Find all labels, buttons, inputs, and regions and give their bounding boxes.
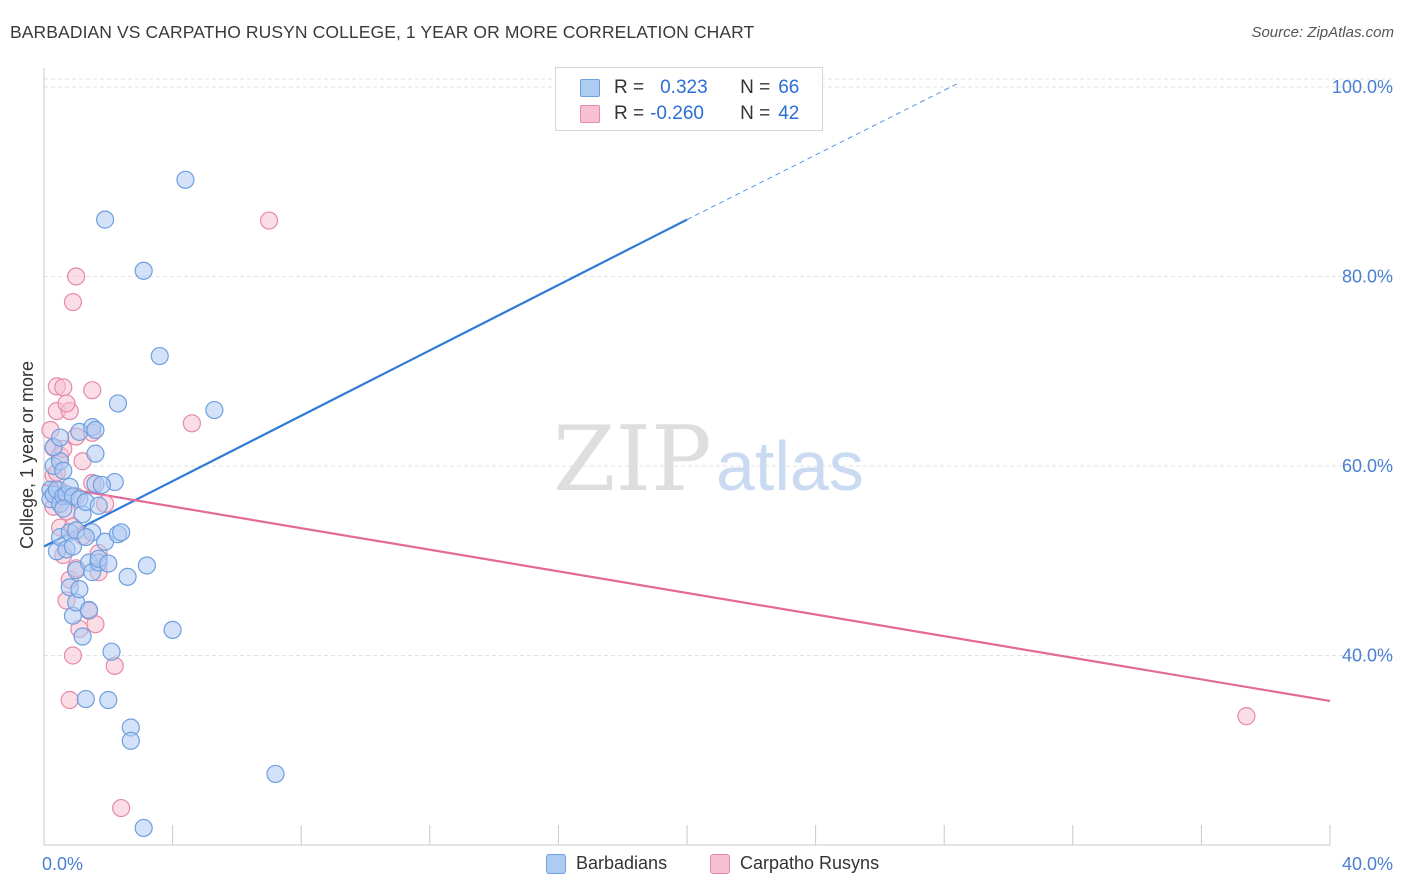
barbadians-points (41, 75, 648, 838)
carpatho-rusyns-point (63, 646, 83, 665)
legend-n-label: N = (740, 103, 771, 124)
legend-swatch-pink (580, 105, 600, 123)
axes (43, 68, 1331, 846)
barbadians-point (121, 731, 140, 750)
legend-row-barbadians: R = 0.323 N = 66 (580, 76, 799, 100)
legend-r-label: R = (614, 77, 645, 98)
barbadians-point (86, 420, 105, 440)
barbadians-point (79, 600, 99, 620)
carpatho-rusyns-point (112, 798, 131, 818)
legend-swatch-blue (580, 79, 600, 97)
carpatho-rusyns-point (54, 378, 73, 397)
watermark: ZIP atlas (553, 407, 864, 512)
chart-source: Source: ZipAtlas.com (1251, 24, 1394, 41)
barbadians-point (176, 170, 195, 189)
bottom-legend-swatch-pink (710, 853, 730, 874)
chart-title: BARBADIAN VS CARPATHO RUSYN COLLEGE, 1 Y… (10, 22, 755, 42)
barbadians-point (76, 689, 95, 709)
carpatho-rusyns-point (57, 394, 76, 413)
legend-n-value: 42 (778, 103, 800, 124)
bottom-legend-barbadians: Barbadians (546, 853, 667, 874)
barbadians-point (99, 690, 118, 710)
carpatho-rusyns-trend-line (43, 483, 1331, 703)
barbadians-point (102, 642, 121, 661)
bottom-legend-carpatho-rusyns: Carpatho Rusyns (710, 853, 879, 874)
barbadians-point (108, 394, 128, 413)
carpatho-rusyns-point (63, 292, 83, 312)
y-tick-label: 80.0% (1342, 266, 1393, 286)
barbadians-point (89, 496, 108, 515)
barbadians-trend-line (43, 218, 688, 548)
y-tick-label: 40.0% (1342, 645, 1393, 665)
barbadians-point (163, 620, 182, 640)
correlation-legend: R = 0.323 N = 66 R = -0.260 N = 42 (555, 67, 823, 131)
barbadians-trend-extension (686, 81, 961, 221)
carpatho-rusyns-point (1237, 707, 1256, 726)
legend-n-label: N = (740, 77, 771, 98)
legend-r-value: -0.260 (650, 103, 704, 124)
barbadians-point (99, 554, 118, 573)
barbadians-point (205, 400, 224, 420)
bottom-legend-label: Barbadians (576, 853, 668, 873)
trend-lines (43, 81, 1331, 703)
x-tick-label-max: 40.0% (1342, 854, 1393, 874)
carpatho-rusyns-point (60, 690, 79, 710)
x-tick-label-min: 0.0% (42, 854, 83, 874)
barbadians-point (70, 580, 89, 599)
carpatho-rusyns-point (182, 414, 201, 433)
y-axis-label: College, 1 year or more (17, 361, 37, 549)
bottom-legend-swatch-blue (546, 853, 566, 874)
barbadians-point (76, 527, 95, 547)
barbadians-point (150, 346, 169, 366)
carpatho-rusyns-point (259, 211, 279, 230)
barbadians-point (118, 567, 137, 586)
gridlines (44, 78, 1395, 656)
barbadians-point (92, 475, 111, 495)
legend-n-value: 66 (778, 77, 800, 98)
carpatho-rusyns-point (67, 267, 86, 286)
bottom-legend-label: Carpatho Rusyns (740, 853, 880, 873)
carpatho-rusyns-point (83, 381, 102, 400)
barbadians-point (266, 764, 285, 784)
barbadians-point (112, 523, 131, 542)
legend-r-value: 0.323 (660, 77, 708, 98)
watermark-atlas: atlas (716, 427, 864, 505)
barbadians-point (134, 818, 153, 838)
barbadians-point (50, 428, 70, 447)
barbadians-point (86, 444, 105, 463)
legend-row-carpatho-rusyns: R = -0.260 N = 42 (580, 102, 799, 126)
barbadians-point (54, 499, 73, 518)
barbadians-point (134, 261, 153, 280)
tick-labels: 40.0% 60.0% 80.0% 100.0% 0.0% 40.0% (42, 77, 1393, 874)
barbadians-point (137, 556, 156, 575)
barbadians-point (95, 210, 115, 229)
barbadians-point (54, 461, 73, 480)
y-tick-label: 100.0% (1332, 77, 1393, 97)
barbadians-point (63, 537, 83, 556)
y-tick-label: 60.0% (1342, 456, 1393, 476)
watermark-zip: ZIP (553, 407, 712, 512)
legend-r-label: R = (614, 103, 645, 124)
barbadians-point (73, 627, 92, 646)
